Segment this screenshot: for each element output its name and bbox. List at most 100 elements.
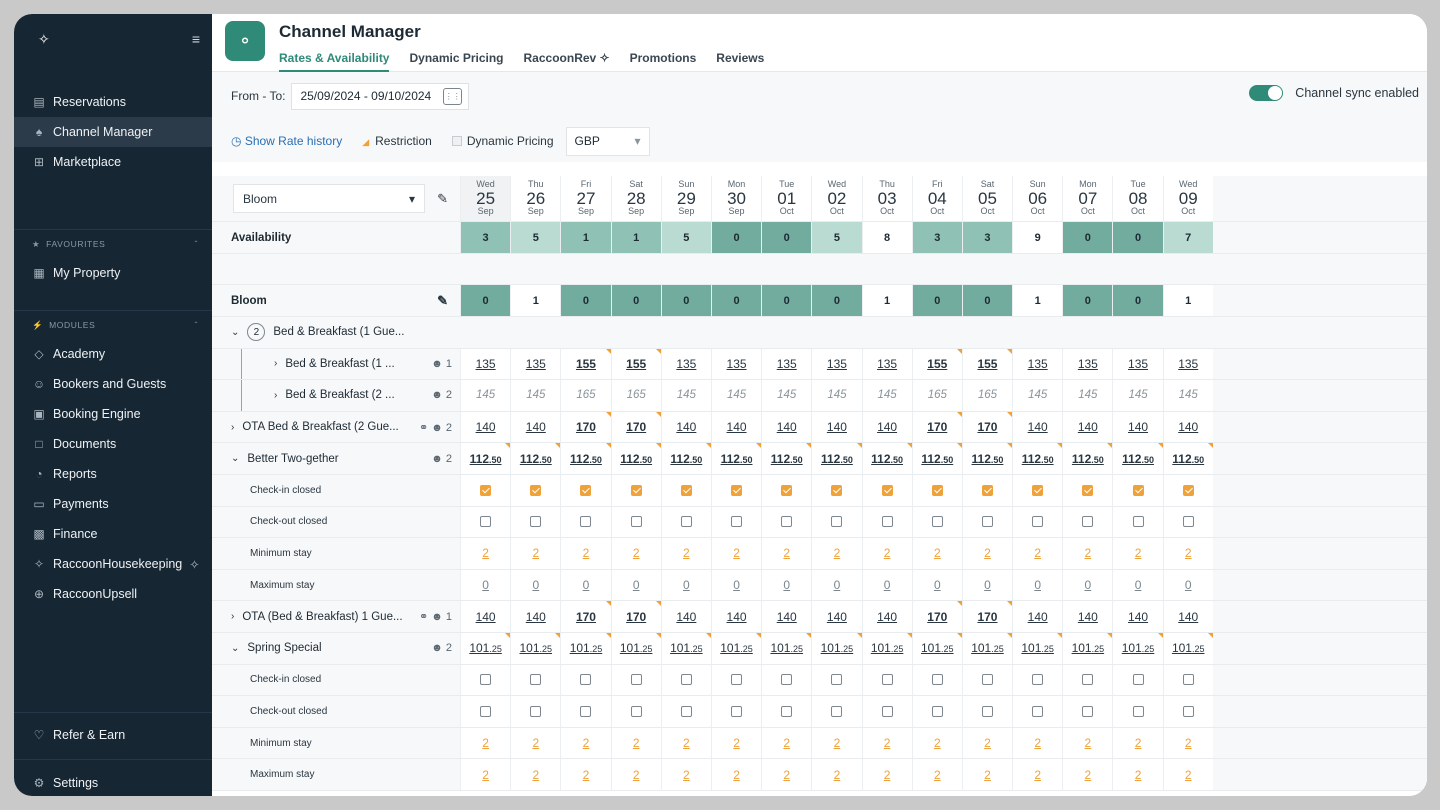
stay-value[interactable]: 2 <box>1134 767 1142 782</box>
stay-cell[interactable]: 2 <box>610 727 661 759</box>
rate-value[interactable]: 145 <box>676 389 696 402</box>
stay-cell[interactable]: 2 <box>761 538 812 569</box>
sidebar-item-marketplace[interactable]: ⊞ Marketplace <box>14 147 212 177</box>
restriction-checkbox[interactable] <box>580 674 592 686</box>
rate-cell[interactable]: 140 <box>1162 601 1213 632</box>
stay-value[interactable]: 2 <box>733 767 740 782</box>
stay-cell[interactable]: 2 <box>510 727 561 759</box>
sidebar-item-finance[interactable]: ▩ Finance <box>14 519 212 549</box>
rate-value[interactable]: 112.50 <box>1122 452 1154 466</box>
stay-cell[interactable]: 2 <box>1162 759 1213 790</box>
rate-cell[interactable]: 135 <box>761 348 812 380</box>
tab-promotions[interactable]: Promotions <box>629 51 697 65</box>
rate-value[interactable]: 170 <box>575 420 596 435</box>
rate-cell[interactable]: 140 <box>660 411 711 443</box>
sidebar-item-booking-engine[interactable]: ▣ Booking Engine <box>14 399 212 429</box>
rate-value[interactable]: 145 <box>1028 389 1048 402</box>
rate-cell[interactable]: 101.25 <box>861 632 912 664</box>
stay-cell[interactable]: 0 <box>560 569 611 601</box>
restriction-checkbox[interactable] <box>881 484 893 496</box>
restriction-checkbox[interactable] <box>1132 705 1144 717</box>
restriction-checkbox[interactable] <box>580 516 592 528</box>
stay-cell[interactable]: 2 <box>861 538 912 569</box>
restriction-checkbox[interactable] <box>781 674 793 686</box>
stay-value[interactable]: 2 <box>632 546 640 561</box>
stay-value[interactable]: 2 <box>1184 736 1192 751</box>
room-availability-cell[interactable]: 0 <box>460 285 511 316</box>
restriction-checkbox[interactable] <box>1032 674 1044 686</box>
rate-cell[interactable]: 170 <box>961 601 1013 632</box>
restriction-checkbox[interactable] <box>831 516 843 528</box>
stay-cell[interactable]: 2 <box>1062 538 1113 569</box>
room-availability-cell[interactable]: 0 <box>710 285 762 316</box>
stay-cell[interactable]: 2 <box>510 759 561 790</box>
stay-cell[interactable]: 2 <box>660 759 711 790</box>
stay-value[interactable]: 0 <box>1034 578 1041 593</box>
rate-value[interactable]: 145 <box>827 389 847 402</box>
stay-value[interactable]: 2 <box>683 546 690 561</box>
stay-cell[interactable]: 2 <box>1012 727 1063 759</box>
stay-cell[interactable]: 2 <box>811 538 862 569</box>
rate-cell[interactable]: 140 <box>861 601 912 632</box>
stay-value[interactable]: 2 <box>783 546 791 561</box>
stay-value[interactable]: 0 <box>482 578 489 593</box>
restriction-checkbox[interactable] <box>630 516 642 528</box>
rate-value[interactable]: 140 <box>826 420 847 435</box>
stay-value[interactable]: 0 <box>833 578 841 593</box>
rate-value[interactable]: 112.50 <box>1172 452 1204 466</box>
rate-cell[interactable]: 101.25 <box>961 632 1013 664</box>
rate-value[interactable]: 155 <box>927 356 948 371</box>
rate-value[interactable]: 112.50 <box>1022 452 1054 466</box>
rate-value[interactable]: 170 <box>927 420 948 435</box>
rate-value[interactable]: 165 <box>626 389 646 402</box>
rate-cell[interactable]: 140 <box>1062 601 1113 632</box>
rate-cell[interactable]: 140 <box>1162 411 1213 443</box>
restriction-checkbox[interactable] <box>1182 484 1194 496</box>
stay-cell[interactable]: 0 <box>460 569 511 601</box>
restriction-checkbox[interactable] <box>781 516 793 528</box>
stay-cell[interactable]: 2 <box>660 727 711 759</box>
chevron-right-icon[interactable]: › <box>274 358 278 370</box>
stay-cell[interactable]: 2 <box>460 759 511 790</box>
rate-cell[interactable]: 135 <box>1012 348 1063 380</box>
rate-value[interactable]: 135 <box>475 356 496 371</box>
stay-value[interactable]: 2 <box>482 736 489 751</box>
rate-value[interactable]: 170 <box>927 609 948 624</box>
restriction-checkbox[interactable] <box>630 484 642 496</box>
restriction-checkbox[interactable] <box>530 484 542 496</box>
stay-cell[interactable]: 2 <box>1162 538 1213 569</box>
rate-cell[interactable]: 170 <box>911 601 963 632</box>
stay-cell[interactable]: 2 <box>761 727 812 759</box>
rate-value[interactable]: 112.50 <box>821 452 853 466</box>
rate-cell[interactable]: 140 <box>861 411 912 443</box>
favourites-header[interactable]: ★ FAVOURITES ˆ <box>32 238 198 250</box>
stay-value[interactable]: 2 <box>933 736 941 751</box>
restriction-checkbox[interactable] <box>1032 516 1044 528</box>
stay-value[interactable]: 2 <box>683 736 690 751</box>
stay-cell[interactable]: 2 <box>560 727 611 759</box>
rate-value[interactable]: 140 <box>826 609 847 624</box>
rate-value[interactable]: 101.25 <box>821 641 854 655</box>
rate-value[interactable]: 101.25 <box>620 641 653 655</box>
rate-cell[interactable]: 140 <box>1112 411 1163 443</box>
stay-cell[interactable]: 2 <box>811 759 862 790</box>
tab-raccoonrev[interactable]: RaccoonRev ✧ <box>523 51 610 65</box>
stay-cell[interactable]: 0 <box>861 569 912 601</box>
edit-pencil-icon[interactable]: ✎ <box>437 292 448 308</box>
rate-cell[interactable]: 165 <box>911 380 962 411</box>
restriction-checkbox[interactable] <box>731 674 743 686</box>
stay-value[interactable]: 2 <box>733 736 740 751</box>
stay-cell[interactable]: 2 <box>961 727 1013 759</box>
stay-value[interactable]: 2 <box>883 736 891 751</box>
rate-value[interactable]: 145 <box>877 389 897 402</box>
sidebar-item-raccoonhousekeeping[interactable]: ✧ RaccoonHousekeeping ✧ <box>14 549 212 579</box>
rate-cell[interactable]: 112.50 <box>660 443 712 474</box>
stay-value[interactable]: 2 <box>933 546 941 561</box>
restriction-checkbox[interactable] <box>1182 516 1194 528</box>
stay-cell[interactable]: 2 <box>1062 759 1113 790</box>
stay-cell[interactable]: 0 <box>1162 569 1213 601</box>
rate-cell[interactable]: 101.25 <box>460 632 511 664</box>
rate-value[interactable]: 112.50 <box>520 452 552 466</box>
restriction-checkbox[interactable] <box>480 674 492 686</box>
stay-cell[interactable]: 2 <box>710 727 762 759</box>
